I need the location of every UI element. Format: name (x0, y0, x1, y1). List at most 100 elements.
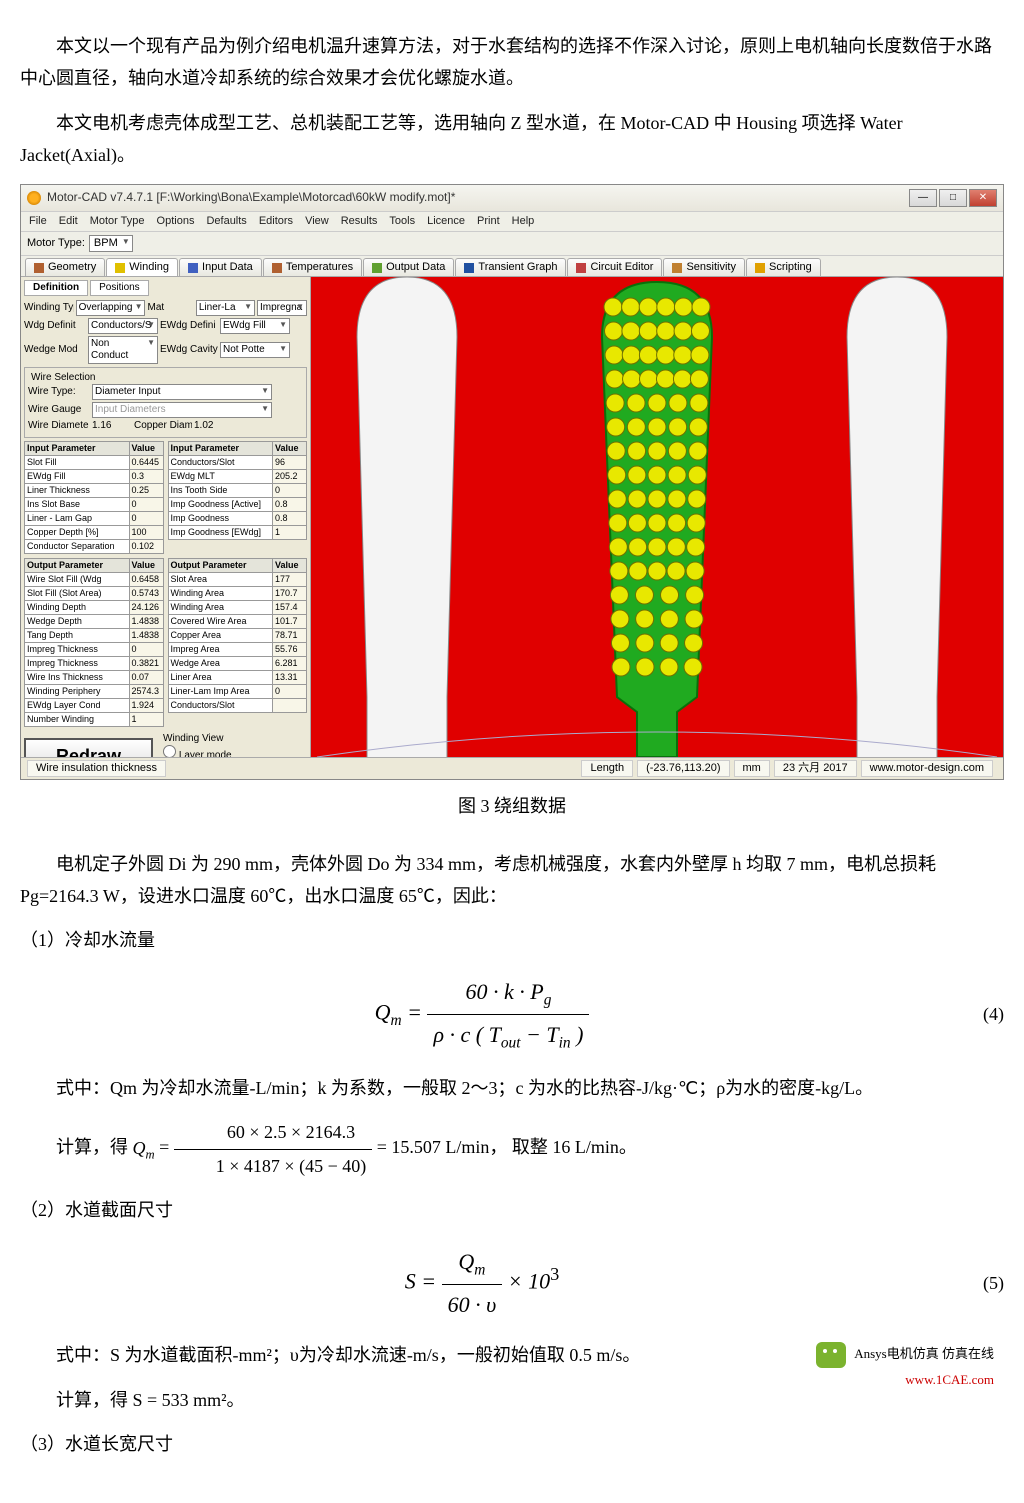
param-value[interactable]: 100 (129, 526, 163, 540)
param-name: Copper Depth [%] (25, 526, 130, 540)
param-value[interactable]: 2574.3 (129, 685, 163, 699)
tab-circuit[interactable]: Circuit Editor (567, 258, 662, 276)
intro-para-2: 本文电机考虑壳体成型工艺、总机装配工艺等，选用轴向 Z 型水道，在 Motor-… (20, 107, 1004, 172)
param-value[interactable]: 6.281 (273, 657, 307, 671)
param-value[interactable]: 177 (273, 573, 307, 587)
impreg-select[interactable]: Impregna (257, 300, 307, 316)
wdg-def-select[interactable]: Conductors/S (88, 318, 158, 334)
equation-4: Qm = 60 · k · Pg ρ · c ( Tout − Tin ) (4… (20, 972, 1004, 1057)
param-value[interactable]: 170.7 (273, 587, 307, 601)
menu-licence[interactable]: Licence (427, 215, 465, 228)
mat-select[interactable]: Liner-La (196, 300, 255, 316)
layer-mode-radio[interactable] (163, 745, 176, 757)
tab-inputdata[interactable]: Input Data (179, 258, 262, 276)
param-value[interactable]: 205.2 (273, 470, 307, 484)
param-value[interactable]: 0.6458 (129, 573, 163, 587)
winding-view-label: Winding View (163, 733, 232, 745)
menu-options[interactable]: Options (157, 215, 195, 228)
menu-defaults[interactable]: Defaults (206, 215, 246, 228)
param-value[interactable]: 1 (129, 713, 163, 727)
wedge-select[interactable]: Non Conduct (88, 336, 158, 364)
param-value[interactable]: 0.5743 (129, 587, 163, 601)
wire-selection-legend: Wire Selection (28, 372, 98, 384)
param-value[interactable]: 0.25 (129, 484, 163, 498)
param-value[interactable] (273, 699, 307, 713)
motor-type-select[interactable]: BPM (89, 235, 133, 252)
param-name: Liner - Lam Gap (25, 512, 130, 526)
wire-type-select[interactable]: Diameter Input (92, 384, 272, 400)
winding-type-select[interactable]: Overlapping (76, 300, 146, 316)
wedge-label: Wedge Mod (24, 344, 86, 356)
wire-type-label: Wire Type: (28, 386, 90, 398)
param-value[interactable]: 1.924 (129, 699, 163, 713)
param-name: Winding Periphery (25, 685, 130, 699)
param-value[interactable]: 0.3821 (129, 657, 163, 671)
minimize-button[interactable]: — (909, 189, 937, 207)
menu-edit[interactable]: Edit (59, 215, 78, 228)
param-value[interactable]: 96 (273, 456, 307, 470)
ewdg-def-label: EWdg Defini (160, 320, 218, 332)
body-para-5: 计算，得 Qm = 60 × 2.5 × 2164.3 1 × 4187 × (… (20, 1116, 1004, 1182)
menu-editors[interactable]: Editors (259, 215, 293, 228)
redraw-button[interactable]: Redraw (24, 738, 153, 757)
param-name: Wire Ins Thickness (25, 671, 130, 685)
tab-sensitivity[interactable]: Sensitivity (663, 258, 745, 276)
param-value[interactable]: 0.3 (129, 470, 163, 484)
ewdg-cav-select[interactable]: Not Potte (220, 342, 290, 358)
param-value[interactable]: 0.8 (273, 512, 307, 526)
close-button[interactable]: ✕ (969, 189, 997, 207)
param-name: EWdg Fill (25, 470, 130, 484)
param-name: Ins Tooth Side (168, 484, 273, 498)
tab-temperatures[interactable]: Temperatures (263, 258, 362, 276)
tab-scripting[interactable]: Scripting (746, 258, 821, 276)
app-icon (27, 191, 41, 205)
subtab-definition[interactable]: Definition (24, 280, 88, 296)
motor-type-label: Motor Type: (27, 237, 85, 250)
param-value[interactable]: 13.31 (273, 671, 307, 685)
tab-winding[interactable]: Winding (106, 258, 178, 276)
param-value[interactable]: 0.6445 (129, 456, 163, 470)
param-name: Wire Slot Fill (Wdg (25, 573, 130, 587)
menu-tools[interactable]: Tools (389, 215, 415, 228)
inputdata-icon (188, 263, 198, 273)
param-value[interactable]: 101.7 (273, 615, 307, 629)
body-para-4: 式中：Qm 为冷却水流量-L/min；k 为系数，一般取 2～3；c 为水的比热… (20, 1072, 1004, 1104)
menu-print[interactable]: Print (477, 215, 500, 228)
status-url: www.motor-design.com (861, 760, 993, 777)
param-value[interactable]: 0 (129, 512, 163, 526)
menu-help[interactable]: Help (512, 215, 535, 228)
param-value[interactable]: 1.4838 (129, 629, 163, 643)
tab-transient[interactable]: Transient Graph (455, 258, 566, 276)
param-value[interactable]: 0 (273, 484, 307, 498)
param-value[interactable]: 157.4 (273, 601, 307, 615)
ewdg-def-select[interactable]: EWdg Fill (220, 318, 290, 334)
param-name: Liner Thickness (25, 484, 130, 498)
input-params-right: Input ParameterValue Conductors/Slot96EW… (168, 441, 308, 540)
param-value[interactable]: 0 (273, 685, 307, 699)
menu-results[interactable]: Results (341, 215, 378, 228)
param-value[interactable]: 1.4838 (129, 615, 163, 629)
body-para-3: 电机定子外圆 Di 为 290 mm，壳体外圆 Do 为 334 mm，考虑机械… (20, 848, 1004, 913)
param-name: Winding Area (168, 587, 273, 601)
wire-gauge-select[interactable]: Input Diameters (92, 402, 272, 418)
status-units: mm (734, 760, 770, 777)
param-value[interactable]: 1 (273, 526, 307, 540)
subtab-positions[interactable]: Positions (90, 280, 149, 296)
menu-file[interactable]: File (29, 215, 47, 228)
param-name: Impreg Thickness (25, 643, 130, 657)
param-value[interactable]: 0 (129, 498, 163, 512)
param-value[interactable]: 0 (129, 643, 163, 657)
param-value[interactable]: 24.126 (129, 601, 163, 615)
param-value[interactable]: 0.102 (129, 540, 163, 554)
param-value[interactable]: 0.07 (129, 671, 163, 685)
param-name: Number Winding (25, 713, 130, 727)
param-value[interactable]: 78.71 (273, 629, 307, 643)
tab-geometry[interactable]: Geometry (25, 258, 105, 276)
maximize-button[interactable]: □ (939, 189, 967, 207)
param-value[interactable]: 0.8 (273, 498, 307, 512)
param-name: Liner-Lam Imp Area (168, 685, 273, 699)
menu-motortype[interactable]: Motor Type (90, 215, 145, 228)
tab-outputdata[interactable]: Output Data (363, 258, 454, 276)
param-value[interactable]: 55.76 (273, 643, 307, 657)
menu-view[interactable]: View (305, 215, 329, 228)
